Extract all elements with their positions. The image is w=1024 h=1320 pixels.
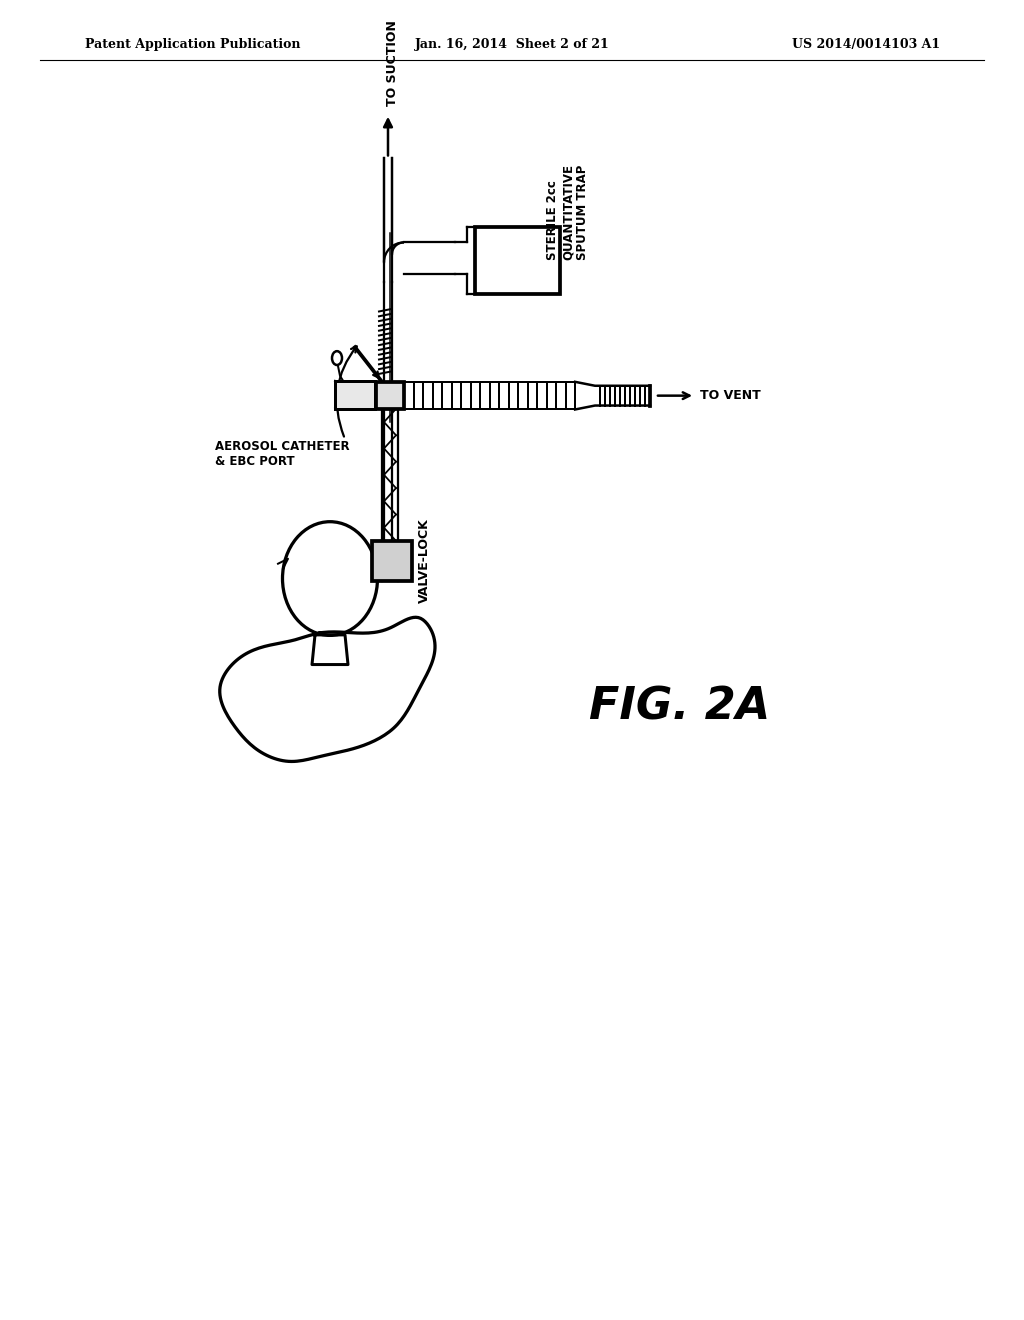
FancyBboxPatch shape [335, 381, 375, 408]
Polygon shape [312, 635, 348, 664]
Text: FIG. 2A: FIG. 2A [590, 685, 771, 729]
Ellipse shape [332, 351, 342, 366]
Polygon shape [220, 618, 435, 762]
Text: Patent Application Publication: Patent Application Publication [85, 38, 300, 51]
Ellipse shape [283, 521, 378, 635]
Text: VALVE-LOCK: VALVE-LOCK [418, 519, 431, 603]
Text: TO SUCTION: TO SUCTION [385, 20, 398, 106]
FancyBboxPatch shape [372, 541, 412, 581]
Text: AEROSOL CATHETER
& EBC PORT: AEROSOL CATHETER & EBC PORT [215, 440, 349, 469]
Text: TO VENT: TO VENT [700, 389, 761, 403]
Text: Jan. 16, 2014  Sheet 2 of 21: Jan. 16, 2014 Sheet 2 of 21 [415, 38, 609, 51]
Text: US 2014/0014103 A1: US 2014/0014103 A1 [792, 38, 940, 51]
FancyBboxPatch shape [475, 227, 560, 294]
Text: STERILE 2cc
QUANTITATIVE
SPUTUM TRAP: STERILE 2cc QUANTITATIVE SPUTUM TRAP [547, 164, 590, 260]
FancyBboxPatch shape [376, 381, 404, 409]
